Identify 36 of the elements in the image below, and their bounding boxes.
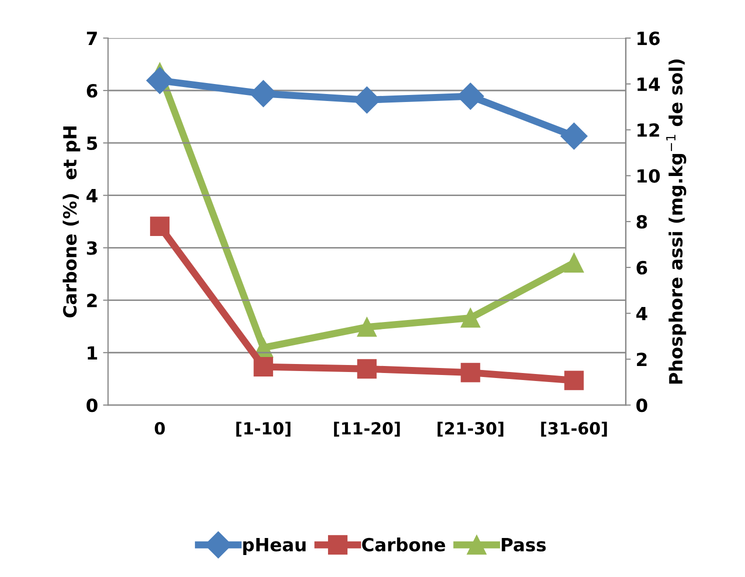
y-tick-label: 3 (86, 241, 97, 255)
y2-tick-label: 12 (638, 123, 660, 137)
y2-tick-label: 4 (636, 307, 648, 320)
y2-tick-label: 14 (638, 78, 660, 91)
x-tick-label: 0 (154, 422, 165, 435)
y-tick-label: 5 (87, 136, 98, 150)
y-axis-title: Carbone (%) et pH (62, 126, 80, 318)
point (460, 362, 480, 382)
y-tick-label: 1 (88, 346, 98, 360)
y2-axis-title: Phosphore assi (mg.kg$^{−1}$ de sol) (666, 59, 686, 384)
y2-tick-label: 2 (636, 352, 647, 366)
point (150, 216, 170, 236)
y-tick-label: 6 (86, 84, 98, 98)
x-tick-label: [31-60] (541, 422, 607, 437)
y2-tick-label: 10 (638, 169, 660, 183)
point (357, 359, 377, 379)
point (560, 122, 588, 150)
y-tick-label: 0 (86, 398, 98, 412)
legend-label: pHeau (243, 538, 306, 555)
y-tick-label: 4 (86, 189, 98, 202)
y-tick-label: 2 (87, 294, 97, 308)
point (460, 308, 480, 328)
x-tick-label: [11-20] (334, 422, 400, 437)
y2-tick-label: 6 (636, 260, 648, 275)
y2-tick-label: 0 (636, 398, 648, 412)
point (564, 370, 584, 390)
x-tick-label: [1-10] (236, 422, 290, 437)
y2-tick-label: 8 (636, 215, 647, 229)
y2-tick-label: 16 (638, 32, 660, 46)
point (254, 357, 274, 377)
point (357, 317, 377, 337)
legend-label: Pass (502, 538, 546, 552)
y-tick-label: 7 (86, 32, 97, 45)
legend-label: Carbone (362, 538, 446, 552)
point (564, 253, 584, 273)
x-tick-label: [21-30] (438, 422, 504, 437)
